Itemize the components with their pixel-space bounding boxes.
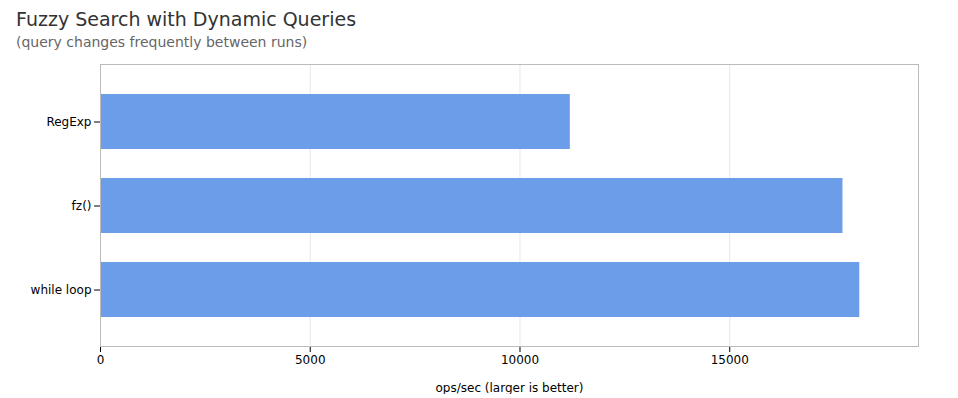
svg-text:15000: 15000 bbox=[711, 353, 749, 367]
svg-text:while loop: while loop bbox=[31, 283, 92, 297]
html-text:Fuzzy Search with Dynamic Quer: Fuzzy Search with Dynamic Queries bbox=[16, 8, 356, 30]
html-text:(query changes frequently betw: (query changes frequently between runs) bbox=[16, 34, 308, 50]
svg-text:ops/sec (larger is better): ops/sec (larger is better) bbox=[436, 381, 584, 395]
svg-text:fz(): fz() bbox=[72, 199, 92, 213]
svg-text:5000: 5000 bbox=[295, 353, 326, 367]
svg-text:RegExp: RegExp bbox=[46, 115, 91, 129]
svg-text:0: 0 bbox=[97, 353, 105, 367]
svg-text:10000: 10000 bbox=[501, 353, 539, 367]
